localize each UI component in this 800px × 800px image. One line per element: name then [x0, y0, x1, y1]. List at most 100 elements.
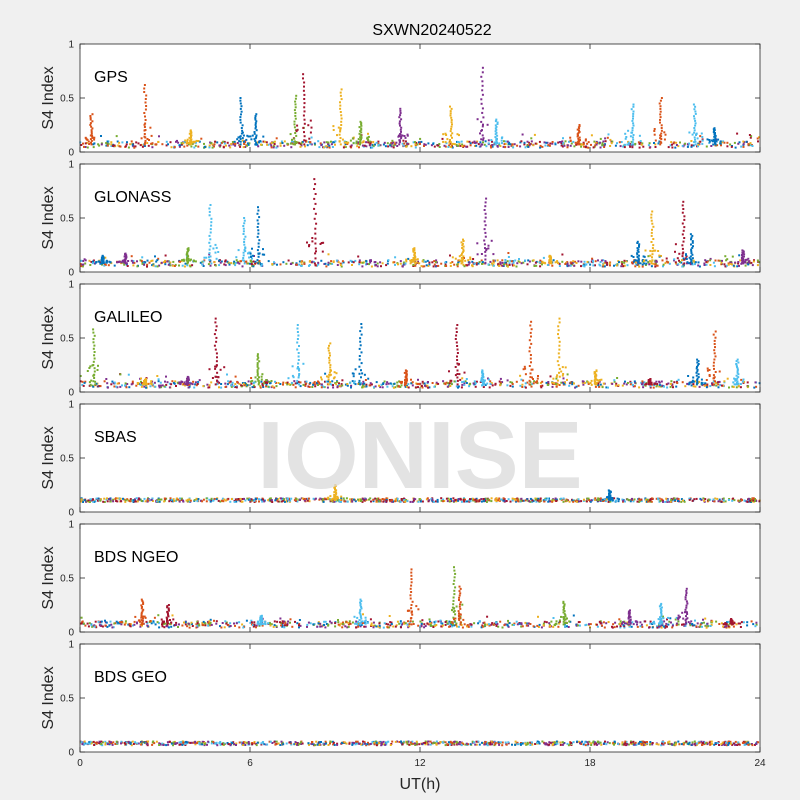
data-point [189, 265, 192, 268]
data-point [289, 618, 292, 621]
data-point [535, 381, 538, 384]
data-point [484, 262, 487, 265]
data-point [189, 499, 192, 502]
spike-glonass-9 [476, 197, 495, 265]
data-point [583, 260, 586, 263]
data-point [365, 145, 368, 148]
data-point [294, 620, 296, 623]
data-point [720, 384, 723, 387]
data-point [189, 143, 192, 146]
data-point [313, 188, 316, 190]
data-point [524, 373, 527, 376]
data-point [484, 231, 487, 234]
data-point [300, 144, 303, 147]
data-point [347, 141, 350, 144]
data-point [670, 621, 672, 624]
data-point [322, 241, 325, 244]
data-point [598, 380, 601, 383]
data-point [203, 256, 206, 259]
data-point [208, 241, 211, 244]
data-point [689, 263, 692, 266]
data-point [261, 253, 264, 256]
data-point [297, 355, 300, 358]
data-point [496, 121, 499, 124]
data-point [336, 380, 339, 383]
data-point [660, 380, 663, 383]
data-point [215, 352, 218, 355]
data-point [256, 374, 259, 377]
data-point [411, 384, 414, 387]
data-point [278, 500, 281, 503]
data-point [151, 500, 154, 502]
data-point [601, 386, 604, 389]
data-point [240, 260, 242, 263]
data-point [587, 381, 590, 384]
data-point [243, 142, 246, 145]
data-point [394, 386, 397, 389]
data-point [105, 498, 108, 501]
data-point [236, 385, 238, 388]
data-point [389, 382, 392, 385]
data-point [123, 498, 126, 501]
data-point [198, 379, 201, 382]
data-point [94, 261, 97, 264]
data-point [558, 384, 561, 386]
data-point [90, 141, 92, 144]
data-point [747, 263, 750, 266]
data-point [627, 141, 630, 144]
data-point [576, 135, 579, 138]
data-point [452, 497, 455, 500]
data-point [541, 263, 543, 266]
data-point [223, 366, 226, 369]
data-point [435, 261, 437, 264]
data-point [131, 380, 134, 383]
data-point [530, 342, 533, 345]
data-point [322, 385, 325, 388]
data-point [659, 105, 662, 108]
data-point [495, 118, 498, 121]
data-point [480, 75, 483, 78]
data-point [457, 144, 459, 147]
data-point [521, 386, 524, 388]
data-point [746, 381, 749, 384]
data-point [330, 143, 333, 146]
data-point [741, 380, 744, 383]
data-point [387, 382, 390, 385]
data-point [334, 496, 337, 499]
data-point [410, 382, 413, 385]
data-point [660, 97, 663, 99]
data-point [393, 382, 396, 385]
data-point [496, 138, 498, 140]
data-point [283, 144, 286, 147]
data-point [254, 262, 257, 265]
data-point [149, 385, 152, 388]
data-point [481, 369, 484, 372]
data-point [552, 377, 555, 380]
data-point [399, 107, 402, 110]
data-point [340, 120, 343, 123]
data-point [270, 144, 273, 147]
data-point [245, 260, 248, 263]
data-point [219, 261, 222, 264]
data-point [558, 340, 561, 343]
data-point [486, 123, 489, 126]
data-point [637, 262, 640, 265]
data-point [511, 497, 514, 500]
data-point [184, 262, 187, 265]
data-point [338, 133, 341, 136]
data-point [670, 498, 673, 501]
data-point [92, 347, 95, 350]
data-point [481, 93, 484, 96]
data-point [651, 626, 654, 629]
data-point [106, 625, 109, 628]
data-point [682, 240, 685, 243]
data-point [755, 385, 758, 388]
data-point [98, 385, 101, 387]
data-point [359, 143, 361, 146]
data-point [462, 245, 465, 248]
data-point [371, 144, 374, 147]
data-point [243, 259, 245, 262]
data-point [523, 365, 526, 368]
data-point [676, 257, 679, 260]
data-point [404, 385, 407, 388]
